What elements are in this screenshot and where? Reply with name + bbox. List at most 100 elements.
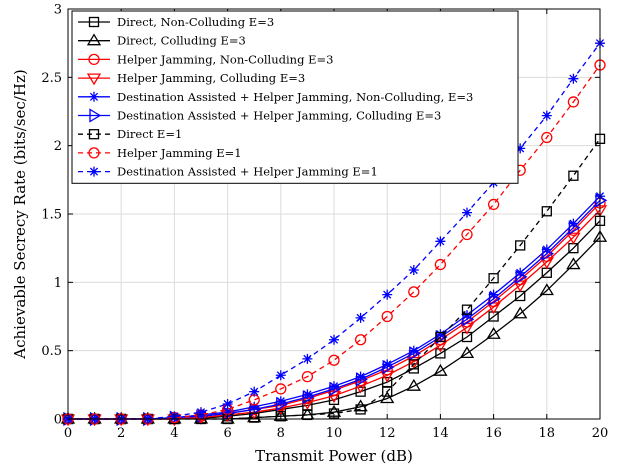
legend-marker <box>86 73 102 86</box>
legend-label: Helper Jamming, Colluding E=3 <box>117 71 305 85</box>
x-tick-label: 14 <box>432 426 449 441</box>
legend-label: Destination Assisted + Helper Jamming, C… <box>117 109 441 123</box>
x-tick-label: 18 <box>539 426 556 441</box>
legend-marker <box>88 53 100 66</box>
data-point <box>275 383 287 395</box>
legend-entry: Destination Assisted + Helper Jamming, C… <box>78 108 441 123</box>
legend-entry: Helper Jamming, Colluding E=3 <box>78 71 305 86</box>
data-point <box>222 398 233 409</box>
data-point <box>380 391 395 404</box>
data-point <box>461 304 473 315</box>
data-point <box>459 346 475 359</box>
series-line <box>68 138 601 420</box>
data-point <box>222 407 233 418</box>
series-8 <box>62 59 606 425</box>
data-point <box>353 399 368 412</box>
data-point <box>488 273 499 284</box>
y-tick-label: 3 <box>54 3 62 18</box>
data-point <box>461 228 473 241</box>
legend-label: Destination Assisted + Helper Jamming, N… <box>117 90 473 104</box>
x-tick-label: 4 <box>170 426 178 441</box>
data-point <box>301 370 314 383</box>
data-point <box>381 310 393 323</box>
y-tick-label: 1.5 <box>41 208 62 223</box>
data-point <box>434 258 447 271</box>
data-point <box>568 220 581 235</box>
data-point <box>541 206 552 217</box>
x-tick-label: 10 <box>326 426 343 441</box>
legend-entry: Destination Assisted + Helper Jamming E=… <box>78 165 378 179</box>
data-point <box>326 391 342 404</box>
data-point <box>513 306 528 319</box>
legend-entry: Direct, Colluding E=3 <box>78 33 246 48</box>
legend-box <box>71 10 519 184</box>
legend-entry: Direct, Non-Colluding E=3 <box>78 15 274 29</box>
legend-label: Direct E=1 <box>117 127 182 141</box>
data-point <box>541 131 553 144</box>
tick-labels: 0 2 4 6 8 10 12 14 16 18 20 0 0.5 1 1.5 2 2.5 3 <box>41 3 608 442</box>
legend-label: Direct, Non-Colluding E=3 <box>117 15 274 29</box>
legend-marker <box>89 91 99 102</box>
y-tick-label: 2 <box>54 139 62 154</box>
data-point <box>539 283 554 296</box>
data-point <box>328 354 340 366</box>
data-point <box>222 406 235 421</box>
data-point <box>302 389 315 405</box>
data-point <box>435 348 446 359</box>
data-point <box>541 110 552 121</box>
legend-label: Helper Jamming, Non-Colluding E=3 <box>117 52 333 66</box>
data-point <box>196 407 206 418</box>
data-point <box>595 193 608 208</box>
data-point <box>515 269 528 285</box>
legend-marker <box>88 147 100 159</box>
legend-label: Destination Assisted + Helper Jamming E=… <box>117 165 378 179</box>
data-point <box>249 401 260 412</box>
legend-marker <box>89 108 102 123</box>
legend-marker <box>88 16 100 28</box>
legend: Direct, Non-Colluding E=3 Direct, Colludi… <box>71 10 519 184</box>
x-tick-label: 20 <box>592 426 609 441</box>
data-point <box>568 170 579 181</box>
x-tick-label: 16 <box>485 426 502 441</box>
data-point <box>329 334 339 345</box>
data-point <box>302 389 313 400</box>
data-point <box>353 381 368 394</box>
x-tick-label: 12 <box>379 426 396 441</box>
data-point <box>382 359 395 375</box>
x-tick-label: 2 <box>117 426 125 441</box>
data-point <box>249 412 260 423</box>
data-point <box>486 327 501 339</box>
data-point <box>329 381 342 397</box>
y-tick-label: 2.5 <box>41 71 62 86</box>
data-point <box>275 396 286 407</box>
data-point <box>329 381 339 392</box>
data-point <box>409 346 422 361</box>
data-point <box>382 289 393 300</box>
data-point <box>435 331 446 343</box>
data-point <box>249 386 260 397</box>
legend-label: Helper Jamming E=1 <box>117 146 242 160</box>
data-point <box>382 386 393 397</box>
data-point <box>542 246 555 261</box>
y-tick-label: 0.5 <box>41 344 62 359</box>
data-point <box>567 96 580 108</box>
data-point <box>355 386 366 397</box>
data-point <box>275 370 286 381</box>
legend-entry: Direct E=1 <box>78 127 182 141</box>
data-point <box>462 312 475 327</box>
data-point <box>406 378 421 391</box>
data-point <box>566 257 581 270</box>
y-axis-title: Achievable Secrecy Rate (bits/sec/Hz) <box>11 69 29 359</box>
data-point <box>382 359 393 370</box>
data-point <box>515 240 526 251</box>
y-tick-label: 0 <box>54 413 62 428</box>
data-point <box>408 345 419 356</box>
data-point <box>433 363 448 376</box>
legend-entry: Helper Jamming E=1 <box>78 146 242 160</box>
data-point <box>302 353 313 364</box>
data-point <box>462 207 472 218</box>
legend-entry: Destination Assisted + Helper Jamming, N… <box>78 90 473 104</box>
data-point <box>408 286 420 298</box>
data-point <box>249 402 262 417</box>
